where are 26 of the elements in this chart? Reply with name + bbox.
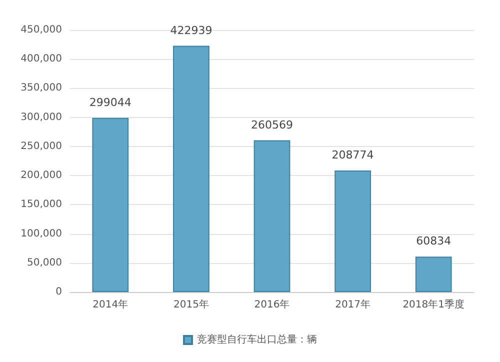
data-label: 60834	[416, 234, 452, 248]
x-tick-label: 2014年	[92, 298, 128, 310]
bar	[415, 256, 452, 292]
x-tick-label: 2018年1季度	[402, 298, 465, 310]
y-tick-label: 200,000	[20, 170, 62, 182]
bar	[254, 140, 290, 292]
bar	[334, 170, 371, 292]
bar	[173, 46, 210, 292]
legend-label: 竞赛型自行车出口总量：辆	[197, 334, 317, 346]
x-tick-label: 2017年	[335, 298, 371, 310]
y-tick-label: 50,000	[27, 257, 62, 268]
y-tick-label: 100,000	[20, 228, 62, 240]
y-tick-label: 400,000	[20, 54, 62, 65]
y-tick-label: 450,000	[20, 24, 62, 36]
y-tick-label: 150,000	[20, 199, 62, 210]
data-label: 208774	[332, 148, 374, 162]
bar	[92, 118, 129, 292]
x-tick-label: 2015年	[173, 298, 209, 310]
data-label: 422939	[170, 24, 212, 37]
y-tick-label: 350,000	[20, 82, 62, 94]
y-tick-label: 300,000	[20, 112, 62, 123]
x-tick-label: 2016年	[254, 298, 290, 310]
y-tick-label: 250,000	[20, 140, 62, 152]
data-label: 299044	[89, 96, 132, 109]
data-label: 260569	[251, 118, 293, 132]
y-tick-label: 0	[56, 286, 62, 298]
